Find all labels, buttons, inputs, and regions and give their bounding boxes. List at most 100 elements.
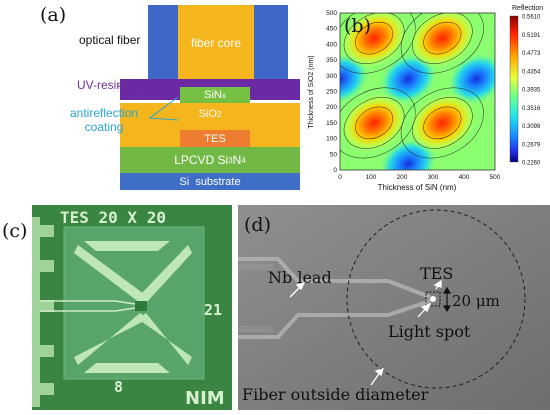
scale-arrow [442, 286, 452, 313]
annotation-arrows [117, 85, 179, 121]
sinx-sub: x [221, 90, 226, 100]
x-tick-label: 100 [366, 174, 377, 181]
x-tick-label: 400 [459, 174, 470, 181]
fiber-core-label: fiber core [190, 35, 242, 50]
tes-label: TES [420, 264, 453, 283]
y-axis-label: Thickness of SiO2 (nm) [308, 55, 315, 128]
contour-line [423, 21, 462, 55]
y-tick-label: 300 [326, 73, 337, 80]
antireflection-line1: antireflection [70, 106, 139, 120]
lpcvd-text: LPCVD Si [174, 153, 229, 167]
antireflection-pointer [148, 96, 179, 121]
reflection-minimum-region [379, 53, 437, 105]
reflection-maximum-region [340, 13, 409, 69]
x-tick-label: 200 [397, 174, 408, 181]
nb-leads [40, 300, 136, 312]
contour-line [340, 87, 416, 159]
fiber-alignment-micrograph: Nb lead TES 20 μm Light spot Fiber outsi… [238, 205, 550, 410]
reflection-maximum-region [340, 92, 409, 154]
contour-line [343, 13, 405, 64]
sio2-text: SiO [198, 108, 217, 120]
tes-block: TES [180, 130, 250, 147]
si-substrate-label: Si substrate [179, 175, 241, 188]
nb-lead-label: Nb lead [268, 268, 332, 287]
x-axis-label: Thickness of SiN (nm) [378, 183, 457, 192]
panel-c: TES 20 X 20 21 8 NIM (c) [0, 205, 232, 410]
contour-line [412, 13, 473, 64]
y-tick-label: 250 [326, 89, 337, 96]
panel-c-title: TES 20 X 20 [60, 208, 166, 227]
light-spot-label: Light spot [388, 322, 471, 341]
uv-resin-pointer [117, 85, 151, 91]
antireflection-label: antireflection coating [70, 106, 138, 134]
contour-line [423, 106, 462, 140]
contour-line [400, 13, 484, 74]
contour-line [400, 87, 484, 159]
tes-block-label: TES [204, 132, 226, 145]
reflection-minimum-region [340, 53, 369, 105]
sinx-layer: SiN x [180, 87, 250, 103]
panel-a: (a) fiber core optical fiber UV-resin Si… [0, 0, 300, 200]
annotation-arrows-d [289, 279, 442, 386]
panel-b: 0 100 200 300 400 500 0 50 100 150 200 250 300 350 400… [300, 0, 550, 200]
reflection-heatmap: 0 100 200 300 400 500 0 50 100 150 200 250 300 350 400… [308, 5, 543, 192]
colorbar-tick-label: 0.4773 [522, 51, 541, 57]
nim-logo: NIM [185, 388, 225, 409]
lpcvd-layer: LPCVD Si 3 N 4 [120, 147, 300, 173]
x-tick-label: 500 [490, 174, 501, 181]
colorbar-tick-label: 0.2679 [522, 142, 541, 148]
antireflection-line2: coating [84, 120, 124, 134]
si-substrate-layer: Si substrate [120, 173, 300, 190]
colorbar [509, 15, 519, 163]
panel-c-number-21: 21 [204, 301, 222, 319]
reflection-minimum-region [447, 53, 495, 105]
reflection-maximum-region [408, 13, 477, 69]
y-tick-label: 0 [333, 167, 337, 174]
panel-b-label: (b) [344, 15, 371, 37]
fiber-od-label: Fiber outside diameter [242, 385, 429, 404]
sinx-text: SiN [204, 89, 222, 101]
tes-center [135, 301, 147, 311]
contour-line [355, 106, 394, 140]
contour-line [340, 13, 416, 74]
y-tick-label: 500 [326, 10, 337, 17]
light-spot [430, 296, 436, 302]
uv-resin-label: UV-resin [77, 78, 124, 92]
panel-c-label: (c) [2, 220, 27, 242]
y-tick-label: 200 [326, 104, 337, 111]
plot-frame [339, 12, 496, 171]
tes-square [425, 291, 441, 307]
reflection-minimum-region [379, 138, 437, 170]
colorbar-tick-label: 0.3098 [522, 124, 541, 130]
colorbar-tick-label: 0.3935 [522, 88, 541, 94]
scale-label: 20 μm [452, 292, 500, 310]
colorbar-tick-label: 0.5610 [522, 15, 541, 21]
lpcvd-n: N [232, 153, 242, 167]
optical-fiber-label: optical fiber [79, 33, 141, 47]
panel-a-label: (a) [40, 4, 67, 26]
y-tick-label: 350 [326, 57, 337, 64]
contour-line [412, 97, 473, 149]
x-electrodes [74, 241, 192, 373]
contour-line [343, 97, 405, 149]
colorbar-tick-label: 0.4354 [522, 69, 541, 75]
fiber-outline [346, 209, 526, 389]
panel-c-number-8: 8 [114, 378, 123, 396]
panel-d-label: (d) [244, 214, 271, 236]
panel-d: Nb lead TES 20 μm Light spot Fiber outsi… [238, 205, 550, 410]
tes-micrograph: TES 20 X 20 21 8 NIM (c) [2, 205, 232, 410]
y-tick-label: 50 [330, 151, 338, 158]
colorbar-title: Reflection [512, 5, 543, 12]
fiber-core: fiber core [178, 5, 254, 80]
x-tick-label: 0 [338, 174, 342, 181]
y-tick-label: 150 [326, 120, 337, 127]
reflection-maximum-region [408, 92, 477, 154]
x-tick-label: 300 [428, 174, 439, 181]
lpcvd-sub2: 4 [241, 155, 246, 165]
colorbar-tick-label: 0.3516 [522, 106, 541, 112]
contour-line [355, 21, 394, 55]
y-tick-label: 100 [326, 136, 337, 143]
y-tick-label: 400 [326, 41, 337, 48]
colorbar-tick-label: 0.2260 [522, 161, 541, 167]
left-pad-chain [32, 217, 54, 407]
